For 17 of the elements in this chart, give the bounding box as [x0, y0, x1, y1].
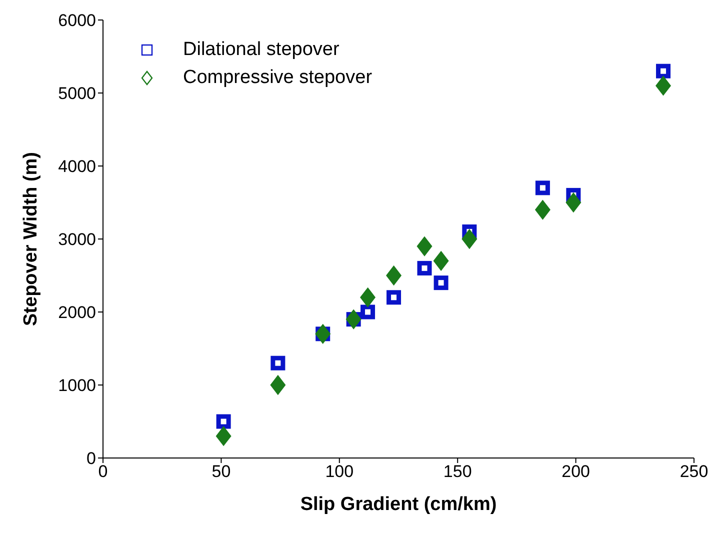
y-tick-label: 5000 [58, 84, 96, 104]
x-tick-label: 150 [443, 462, 472, 482]
x-tick-label: 50 [212, 462, 231, 482]
y-tick-label: 1000 [58, 376, 96, 396]
y-tick-label: 4000 [58, 157, 96, 176]
y-tick-label: 3000 [58, 230, 96, 250]
y-tick-label: 6000 [58, 11, 96, 30]
y-tick-label: 0 [86, 449, 96, 468]
x-axis-title: Slip Gradient (cm/km) [300, 494, 497, 515]
x-tick-label: 100 [325, 462, 354, 482]
y-axis-title: Stepover Width (m) [20, 152, 42, 326]
x-tick-label: 0 [98, 462, 108, 482]
x-tick-label: 200 [562, 462, 590, 482]
legend-label: Dilational stepover [183, 39, 340, 61]
x-tick-label: 250 [680, 462, 708, 482]
legend-label: Compressive stepover [183, 67, 372, 89]
y-tick-label: 2000 [58, 303, 96, 322]
